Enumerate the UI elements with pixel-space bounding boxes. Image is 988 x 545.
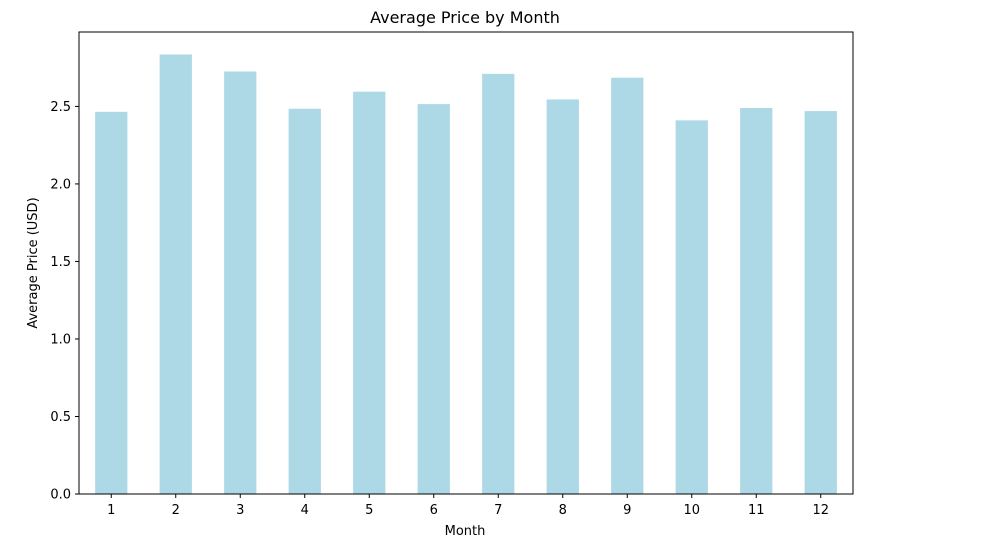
bar-month-6 (417, 104, 450, 494)
bar-month-2 (159, 54, 192, 494)
x-axis: 1 2 3 4 5 6 7 8 9 10 11 12 (107, 494, 829, 518)
y-tick-label: 0.5 (50, 410, 71, 425)
bar-month-9 (611, 77, 644, 494)
bar-month-10 (675, 120, 708, 495)
y-tick-label: 0.0 (50, 488, 71, 503)
x-axis-label: Month (445, 524, 486, 539)
bar-month-7 (482, 73, 515, 495)
bar-month-3 (224, 71, 257, 494)
y-axis-label: Average Price (USD) (26, 197, 41, 328)
plot-area-frame (78, 31, 854, 495)
y-axis: 0.0 0.5 1.0 1.5 2.0 2.5 (50, 100, 79, 503)
bar-month-11 (740, 107, 773, 494)
x-tick-label: 5 (365, 503, 373, 518)
y-tick-label: 2.5 (50, 100, 71, 115)
x-tick-label: 7 (494, 503, 502, 518)
x-tick-label: 12 (812, 503, 829, 518)
x-tick-label: 2 (172, 503, 180, 518)
bar-month-5 (353, 91, 386, 494)
x-tick-label: 4 (301, 503, 309, 518)
bar-month-8 (546, 99, 579, 494)
bar-month-4 (288, 108, 321, 495)
x-tick-label: 11 (748, 503, 765, 518)
bars (95, 54, 837, 495)
x-tick-label: 3 (236, 503, 244, 518)
bar-month-12 (804, 111, 837, 494)
x-tick-label: 1 (107, 503, 115, 518)
x-tick-label: 10 (683, 503, 700, 518)
y-tick-label: 2.0 (50, 177, 71, 192)
y-tick-label: 1.0 (50, 332, 71, 347)
x-tick-label: 8 (559, 503, 567, 518)
bar-month-1 (95, 111, 128, 494)
x-tick-label: 9 (623, 503, 631, 518)
x-tick-label: 6 (430, 503, 438, 518)
y-tick-label: 1.5 (50, 255, 71, 270)
chart-title: Average Price by Month (370, 8, 560, 27)
